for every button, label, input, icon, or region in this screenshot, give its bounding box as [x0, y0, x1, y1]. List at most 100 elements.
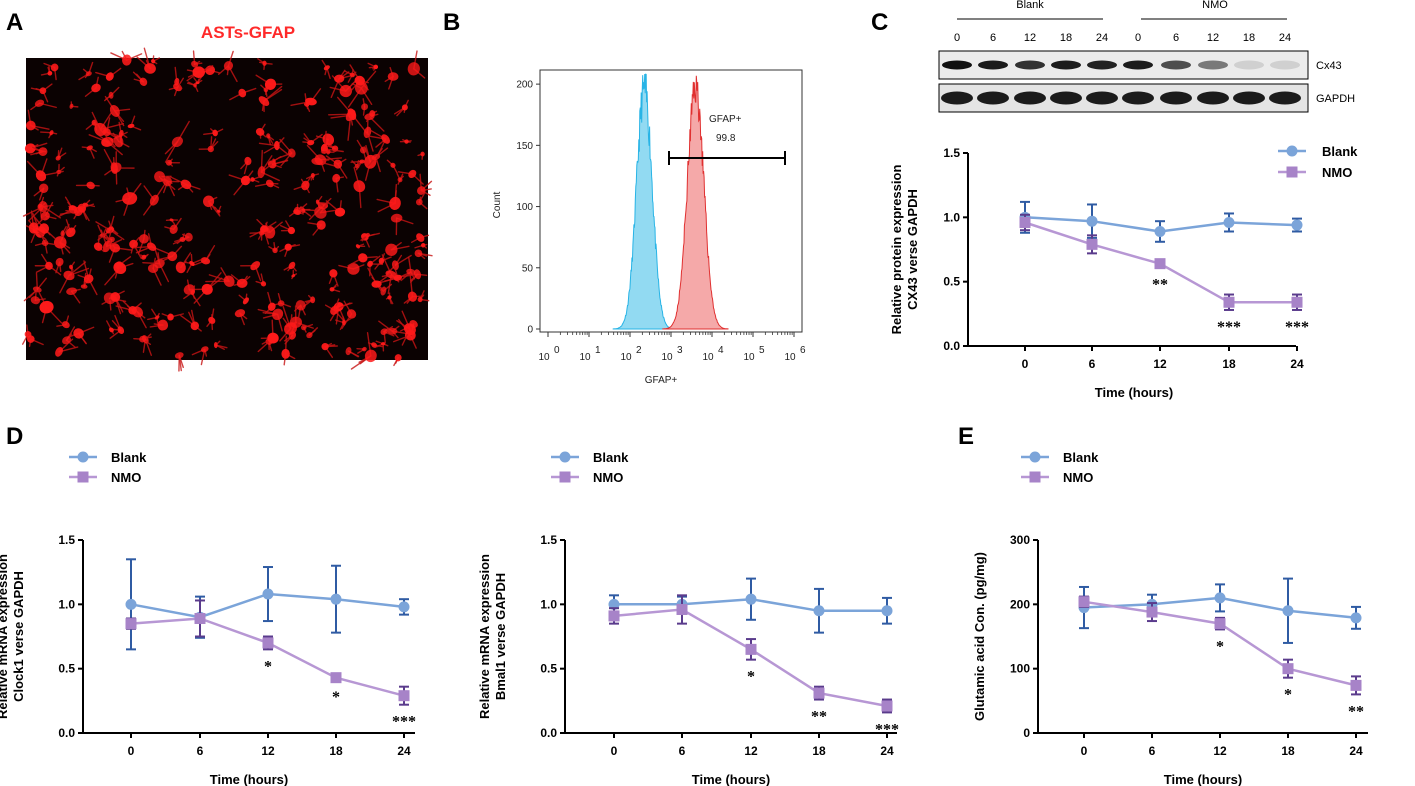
- blot-band-cx43: [1015, 60, 1045, 70]
- data-point-blank: [1223, 216, 1235, 228]
- blot-band-gapdh: [1122, 91, 1154, 105]
- astrocyte-cell: [143, 184, 165, 216]
- blot-lane-label: 18: [1060, 32, 1072, 44]
- data-point-nmo: [330, 672, 342, 684]
- astrocyte-cell: [402, 269, 428, 283]
- western-blot: Blank NMO 0 6 12 18 24 0 6 12 18 24 Cx43 GAPDH: [938, 0, 1355, 113]
- astrocyte-cell: [28, 210, 47, 235]
- x-tick-label: 12: [1213, 744, 1227, 758]
- legend-e: Blank NMO: [1021, 450, 1099, 485]
- data-point-nmo: [1019, 216, 1031, 228]
- y-tick-label: 0.5: [540, 662, 557, 676]
- significance-marker: **: [1152, 277, 1168, 294]
- astrocyte-cell: [355, 243, 366, 249]
- astrocyte-cell: [330, 109, 356, 141]
- astrocyte-cell: [306, 327, 319, 339]
- astrocyte-cell: [320, 149, 335, 155]
- x-tick-label: 18: [812, 744, 826, 758]
- flow-x-tick-label: 10: [702, 352, 714, 363]
- astrocyte-cell: [132, 71, 148, 86]
- blot-band-gapdh: [1269, 91, 1301, 105]
- data-point-blank: [813, 605, 825, 617]
- astrocyte-cell: [257, 308, 284, 332]
- astrocyte-cell: [140, 253, 149, 260]
- legend-blank-label: Blank: [1322, 144, 1358, 159]
- astrocyte-cell: [165, 218, 179, 226]
- data-point-blank: [125, 598, 137, 610]
- y-axis-label: Bmal1 verse GAPDH: [493, 573, 508, 700]
- blot-band-cx43: [1270, 60, 1300, 70]
- astrocyte-cell: [238, 293, 249, 305]
- y-tick-label: 1.0: [540, 597, 557, 611]
- panel-a-title: ASTs-GFAP: [201, 23, 295, 42]
- data-point-nmo: [398, 690, 410, 702]
- astrocyte-cell: [321, 342, 338, 359]
- panel-c-label: C: [871, 9, 888, 36]
- astrocyte-cell: [95, 215, 125, 241]
- legend-d1: Blank NMO: [69, 450, 147, 485]
- significance-marker: ***: [1217, 319, 1241, 336]
- legend-blank-marker: [559, 451, 571, 463]
- legend-nmo-label: NMO: [1322, 165, 1352, 180]
- astrocyte-cell: [206, 308, 216, 331]
- astrocyte-cell: [414, 243, 428, 249]
- blot-protein-gapdh: GAPDH: [1316, 93, 1355, 105]
- astrocyte-cell: [399, 139, 412, 144]
- data-point-blank: [1291, 219, 1303, 231]
- astrocyte-cell: [26, 335, 44, 347]
- flow-isotype-peak: [612, 73, 676, 330]
- blot-band-cx43: [978, 60, 1008, 70]
- flow-x-tick-label: 10: [620, 352, 632, 363]
- astrocyte-cell: [180, 309, 202, 332]
- flow-gate-label: GFAP+: [709, 114, 742, 125]
- astrocyte-cell: [158, 245, 183, 262]
- y-tick-label: 1.5: [58, 533, 75, 547]
- significance-marker: ***: [392, 714, 416, 731]
- astrocyte-cell: [26, 158, 64, 182]
- blot-group-nmo: NMO: [1202, 0, 1228, 11]
- blot-protein-cx43: Cx43: [1316, 60, 1342, 72]
- x-tick-label: 0: [128, 744, 135, 758]
- data-point-nmo: [1350, 679, 1362, 691]
- data-point-nmo: [1291, 296, 1303, 308]
- legend-blank-marker: [77, 451, 89, 463]
- astrocyte-cell: [305, 173, 320, 181]
- flow-x-tick-label: 10: [784, 352, 796, 363]
- x-tick-label: 6: [197, 744, 204, 758]
- astrocyte-cell: [174, 66, 183, 90]
- astrocyte-cell: [315, 195, 327, 207]
- y-axis-label: Glutamic acid Con. (pg/mg): [972, 552, 987, 721]
- legend-blank-label: Blank: [593, 450, 629, 465]
- flow-x-tick-label: 10: [538, 352, 550, 363]
- astrocyte-cell: [293, 203, 308, 215]
- astrocyte-cell: [194, 244, 216, 266]
- astrocyte-cell: [396, 310, 416, 346]
- astrocyte-cell: [43, 62, 59, 81]
- astrocyte-cell: [218, 50, 238, 83]
- astrocyte-cell: [69, 101, 79, 109]
- astrocyte-cell: [335, 316, 352, 331]
- y-tick-label: 300: [1010, 533, 1030, 547]
- legend-nmo-label: NMO: [593, 470, 623, 485]
- y-axis-label: Relative protein expression: [889, 165, 904, 335]
- blot-group-blank: Blank: [1016, 0, 1044, 11]
- data-point-blank: [398, 601, 410, 613]
- blot-band-cx43: [1161, 60, 1191, 70]
- astrocyte-cell: [314, 202, 338, 219]
- y-axis-label: CX43 verse GAPDH: [905, 189, 920, 310]
- astrocyte-cell: [88, 131, 128, 156]
- flow-plot-frame: [539, 69, 803, 333]
- astrocyte-cell: [203, 195, 221, 217]
- astrocyte-cell: [183, 285, 196, 300]
- astrocyte-cell: [376, 183, 401, 213]
- astrocyte-cell: [176, 233, 190, 245]
- astrocyte-cell: [324, 298, 351, 322]
- flow-x-tick-exponent: 3: [677, 345, 683, 356]
- data-point-blank: [1350, 612, 1362, 624]
- astrocyte-cell: [360, 232, 371, 242]
- legend-nmo-marker: [1029, 471, 1041, 483]
- y-tick-label: 0.5: [943, 275, 960, 289]
- astrocyte-cell: [307, 220, 326, 236]
- astrocyte-cell: [112, 132, 130, 148]
- astrocyte-cell: [410, 233, 430, 244]
